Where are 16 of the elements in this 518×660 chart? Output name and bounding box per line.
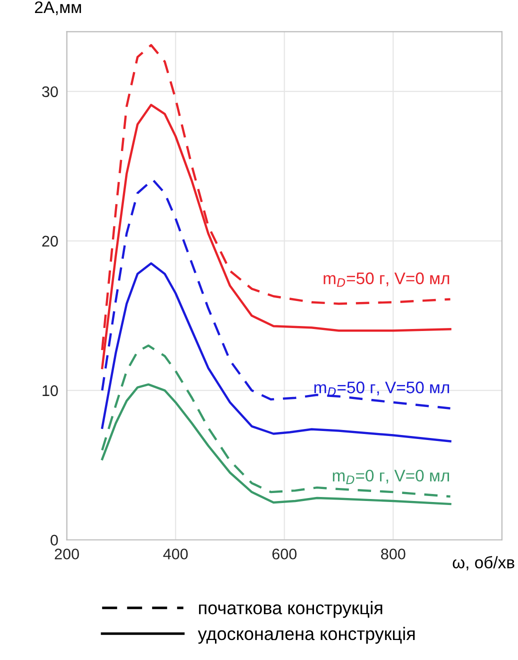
line-series (101, 178, 452, 410)
y-tick-label: 20 (42, 236, 58, 247)
annotation: m$_{D}$=0 г, V=0 мл (332, 470, 450, 484)
y-tick-label: 30 (42, 86, 58, 98)
line-series (101, 262, 452, 442)
y-tick-label: 0 (50, 534, 58, 546)
x-axis-title: ω, об/хв (452, 556, 514, 570)
x-tick-label: 800 (381, 548, 406, 560)
x-tick-label: 600 (272, 548, 297, 560)
y-tick-label: 10 (42, 385, 58, 396)
text: удосконалена конструкція (198, 626, 415, 644)
x-tick-label: 400 (163, 548, 188, 560)
annotation: m$_{D}$=50 г, V=0 мл (324, 272, 450, 287)
y-axis-title: 2A,мм (34, 1, 81, 16)
text: початкова конструкція (199, 601, 382, 618)
x-tick-label: 200 (54, 548, 79, 560)
